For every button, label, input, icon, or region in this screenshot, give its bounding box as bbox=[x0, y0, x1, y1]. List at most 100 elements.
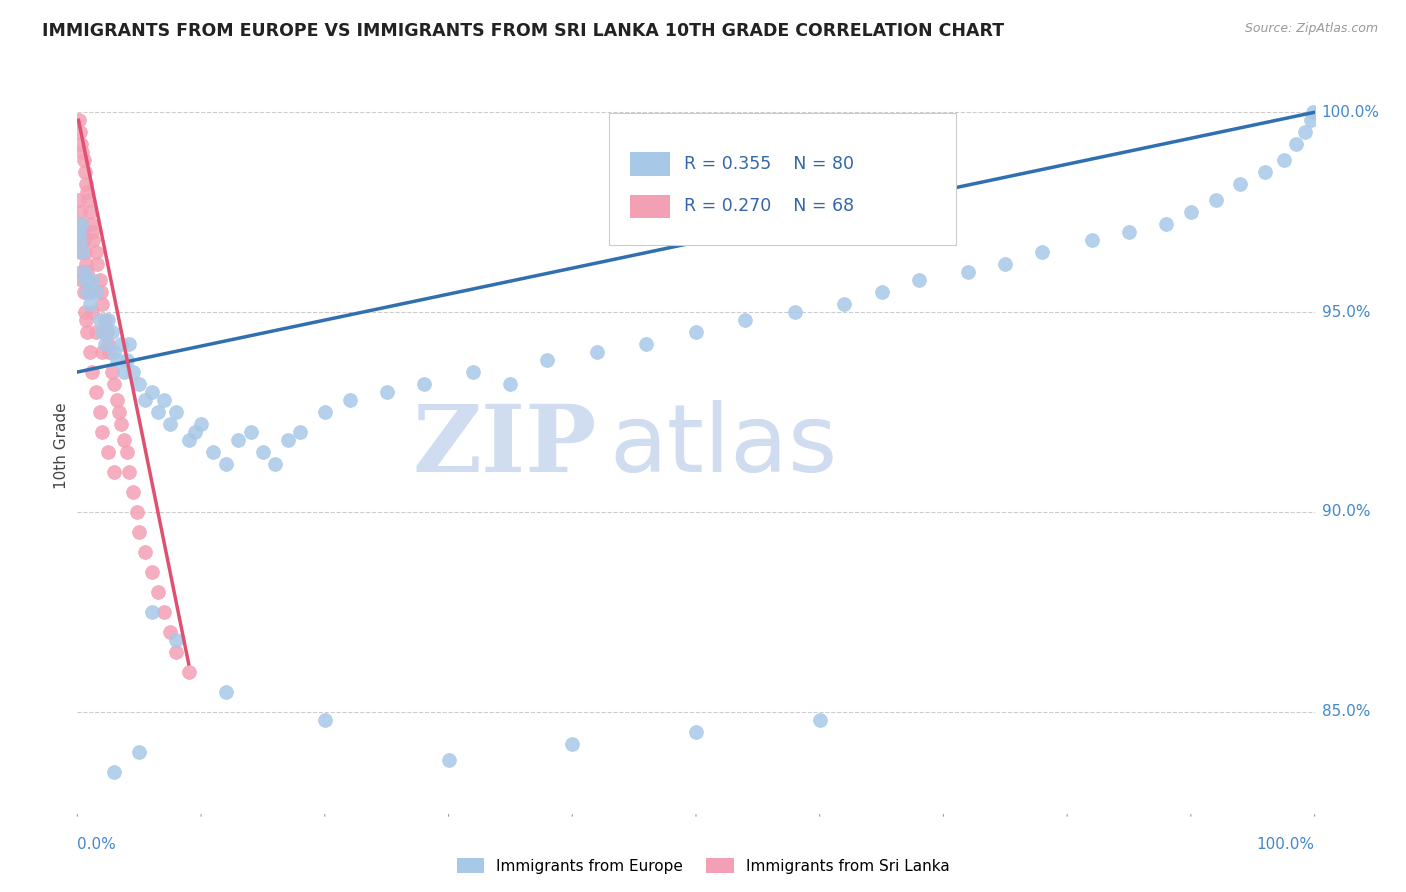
Point bbox=[184, 425, 207, 439]
Point bbox=[72, 145, 94, 160]
Point bbox=[115, 353, 138, 368]
Point bbox=[1180, 205, 1202, 219]
Text: R = 0.270    N = 68: R = 0.270 N = 68 bbox=[683, 197, 853, 215]
Point bbox=[103, 345, 125, 359]
Text: ZIP: ZIP bbox=[413, 401, 598, 491]
Point bbox=[84, 325, 107, 339]
Point bbox=[91, 425, 114, 439]
Point bbox=[907, 273, 929, 287]
Point bbox=[314, 713, 336, 727]
Point bbox=[79, 297, 101, 311]
Point bbox=[67, 193, 90, 207]
Point bbox=[190, 417, 212, 431]
Point bbox=[96, 325, 118, 339]
Point bbox=[957, 265, 980, 279]
Point bbox=[141, 385, 163, 400]
Text: Source: ZipAtlas.com: Source: ZipAtlas.com bbox=[1244, 22, 1378, 36]
Point bbox=[103, 377, 125, 392]
Point bbox=[277, 433, 299, 447]
Point bbox=[97, 337, 120, 351]
Text: IMMIGRANTS FROM EUROPE VS IMMIGRANTS FROM SRI LANKA 10TH GRADE CORRELATION CHART: IMMIGRANTS FROM EUROPE VS IMMIGRANTS FRO… bbox=[42, 22, 1004, 40]
Point bbox=[1285, 137, 1308, 152]
Point bbox=[870, 285, 893, 299]
Point bbox=[226, 433, 249, 447]
Point bbox=[146, 405, 169, 419]
Bar bbox=[630, 194, 671, 218]
Point bbox=[159, 417, 181, 431]
Text: 95.0%: 95.0% bbox=[1322, 304, 1369, 319]
Point bbox=[72, 245, 94, 260]
Point bbox=[177, 665, 200, 679]
Point bbox=[994, 257, 1017, 271]
Point bbox=[685, 325, 707, 339]
Point bbox=[67, 233, 90, 247]
Point bbox=[153, 392, 176, 407]
Point bbox=[76, 185, 98, 199]
Point bbox=[91, 325, 114, 339]
Point bbox=[82, 305, 104, 319]
Point bbox=[89, 405, 111, 419]
Point bbox=[93, 313, 115, 327]
Point bbox=[72, 153, 94, 168]
Point bbox=[79, 285, 101, 299]
Point bbox=[110, 337, 132, 351]
Text: 100.0%: 100.0% bbox=[1322, 104, 1379, 120]
Point bbox=[1081, 233, 1104, 247]
Point bbox=[125, 505, 148, 519]
Point bbox=[141, 605, 163, 619]
Point bbox=[264, 457, 287, 471]
Point bbox=[90, 285, 112, 299]
Point bbox=[103, 465, 125, 479]
Point bbox=[463, 365, 485, 379]
Point bbox=[73, 305, 96, 319]
Point bbox=[808, 713, 831, 727]
Point bbox=[72, 225, 94, 239]
Point bbox=[84, 285, 107, 299]
Point bbox=[1254, 165, 1277, 179]
Point bbox=[77, 193, 100, 207]
Point bbox=[69, 233, 91, 247]
Point bbox=[734, 313, 756, 327]
Point bbox=[82, 225, 104, 239]
Point bbox=[636, 337, 658, 351]
Point bbox=[146, 585, 169, 599]
Text: 0.0%: 0.0% bbox=[77, 837, 117, 852]
Point bbox=[202, 445, 225, 459]
Point bbox=[122, 485, 145, 500]
Point bbox=[105, 392, 128, 407]
Point bbox=[118, 337, 141, 351]
Point bbox=[89, 273, 111, 287]
Point bbox=[128, 524, 150, 539]
Point bbox=[215, 457, 238, 471]
Text: 100.0%: 100.0% bbox=[1257, 837, 1315, 852]
Point bbox=[165, 645, 187, 659]
Point bbox=[536, 353, 558, 368]
Point bbox=[77, 273, 100, 287]
Point bbox=[215, 685, 238, 699]
Point bbox=[834, 297, 856, 311]
Point bbox=[586, 345, 609, 359]
Point bbox=[1154, 217, 1177, 231]
Point bbox=[72, 233, 94, 247]
Point bbox=[76, 325, 98, 339]
Point bbox=[437, 753, 460, 767]
Point bbox=[76, 285, 98, 299]
Text: R = 0.355    N = 80: R = 0.355 N = 80 bbox=[683, 155, 853, 173]
Point bbox=[288, 425, 311, 439]
Point bbox=[70, 217, 93, 231]
Point bbox=[93, 337, 115, 351]
Point bbox=[108, 405, 131, 419]
Point bbox=[69, 245, 91, 260]
Point bbox=[69, 125, 91, 139]
Legend: Immigrants from Europe, Immigrants from Sri Lanka: Immigrants from Europe, Immigrants from … bbox=[450, 852, 956, 880]
Point bbox=[1205, 193, 1227, 207]
Point bbox=[89, 313, 111, 327]
Point bbox=[314, 405, 336, 419]
Point bbox=[67, 225, 90, 239]
Point bbox=[91, 297, 114, 311]
Point bbox=[101, 325, 124, 339]
Point bbox=[72, 285, 94, 299]
Point bbox=[103, 764, 125, 779]
Point bbox=[561, 737, 583, 751]
Point bbox=[112, 433, 135, 447]
